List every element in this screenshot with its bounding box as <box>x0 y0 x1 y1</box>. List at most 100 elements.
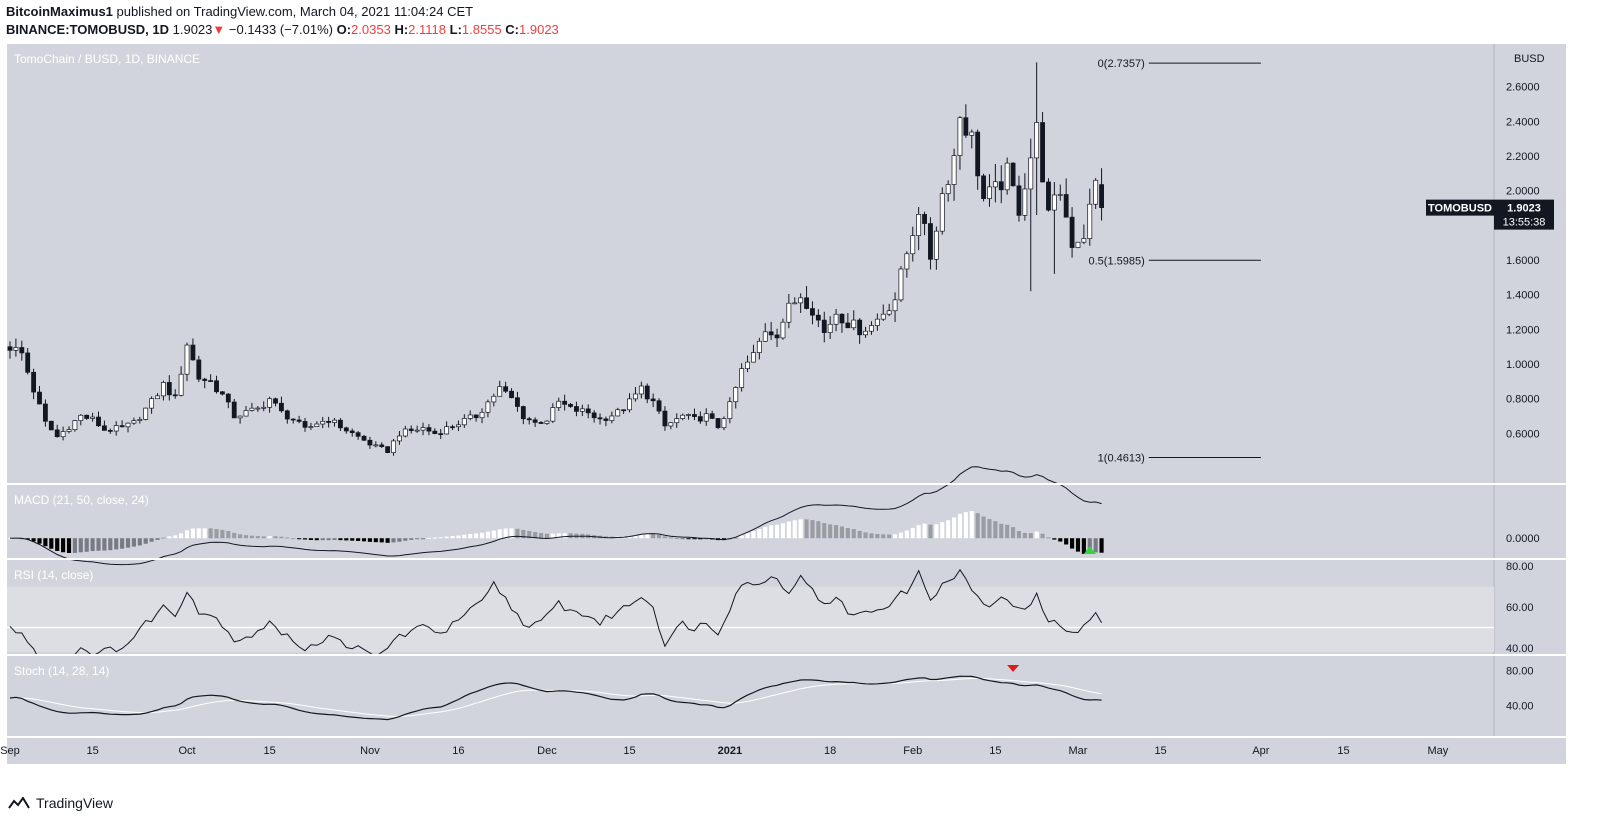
header: BitcoinMaximus1 published on TradingView… <box>0 0 1604 44</box>
macd-histogram-bar <box>822 523 827 539</box>
macd-histogram-bar <box>426 537 431 539</box>
candle-body <box>397 435 402 442</box>
candle-body <box>166 382 172 396</box>
candle-body <box>373 444 379 447</box>
macd-histogram-bar <box>249 535 254 539</box>
candle-body <box>526 418 532 421</box>
candle-body <box>520 406 526 420</box>
candle-body <box>721 418 727 429</box>
macd-histogram-bar <box>491 530 496 539</box>
candle-body <box>845 322 851 329</box>
time-tick-label: 16 <box>452 745 464 757</box>
macd-histogram-bar <box>485 531 490 539</box>
candle-body <box>402 428 408 437</box>
candle-body <box>48 420 54 431</box>
candle-body <box>633 393 638 400</box>
macd-histogram-bar <box>332 538 337 540</box>
candle-body <box>13 347 19 351</box>
candle-body <box>928 223 933 260</box>
candle-body <box>408 428 414 431</box>
macd-histogram-bar <box>279 536 284 539</box>
candle-body <box>160 382 166 397</box>
candle-body <box>957 117 963 156</box>
macd-histogram-bar <box>267 536 272 539</box>
macd-histogram-bar <box>297 538 302 540</box>
candle-body <box>880 313 886 320</box>
candle-body <box>178 373 184 396</box>
candle-body <box>1010 162 1016 187</box>
candle-body <box>638 385 644 395</box>
macd-histogram-bar <box>963 512 968 539</box>
macd-histogram-bar <box>43 538 48 547</box>
candle-body <box>385 446 391 453</box>
macd-histogram-bar <box>774 524 780 539</box>
brand-name[interactable]: TradingView <box>36 795 114 811</box>
candle-body <box>792 302 798 305</box>
macd-histogram-bar <box>904 530 909 539</box>
candle-body <box>1099 184 1104 208</box>
candle-body <box>219 391 225 395</box>
candle-body <box>137 419 143 421</box>
candle-body <box>338 419 343 429</box>
low-value: 1.8555 <box>461 22 502 37</box>
time-tick-label: Sep <box>0 745 20 757</box>
candle-body <box>461 418 467 426</box>
macd-histogram-bar <box>261 536 266 539</box>
rsi-title: RSI (14, close) <box>14 568 93 582</box>
symbol-tag-bg <box>1426 199 1494 216</box>
candle-body <box>851 319 857 329</box>
author-name[interactable]: BitcoinMaximus1 <box>6 4 113 19</box>
candle-body <box>78 414 84 421</box>
macd-histogram-bar <box>515 528 520 539</box>
candle-body <box>515 397 520 407</box>
high-value: 2.1118 <box>408 22 446 37</box>
macd-histogram-bar <box>1011 527 1016 539</box>
macd-histogram-bar <box>892 534 898 539</box>
symbol-line: BINANCE:TOMOBUSD, 1D <box>6 22 169 37</box>
macd-histogram-bar <box>1099 538 1104 553</box>
macd-histogram-bar <box>208 528 213 539</box>
last-price: 1.9023 <box>172 22 213 37</box>
macd-histogram-bar <box>19 538 24 540</box>
macd-histogram-bar <box>1081 538 1086 554</box>
macd-histogram-bar <box>686 538 691 540</box>
stoch-tick-label: 40.00 <box>1506 701 1534 713</box>
candle-body <box>267 398 273 408</box>
time-tick-label: 15 <box>623 745 635 757</box>
time-tick-label: 15 <box>86 745 98 757</box>
macd-histogram-bar <box>456 535 461 539</box>
macd-histogram-bar <box>533 532 538 539</box>
candle-body <box>686 414 691 416</box>
macd-histogram-bar <box>367 538 372 542</box>
candle-body <box>131 420 137 424</box>
chart-title: TomoChain / BUSD, 1D, BINANCE <box>14 52 200 66</box>
candle-body <box>756 340 762 353</box>
macd-histogram-bar <box>84 538 89 552</box>
publish-line: BitcoinMaximus1 published on TradingView… <box>6 4 473 19</box>
macd-histogram-bar <box>37 538 42 544</box>
macd-histogram-bar <box>403 538 408 541</box>
macd-histogram-bar <box>55 538 60 551</box>
macd-histogram-bar <box>474 533 479 539</box>
candle-body <box>951 155 957 185</box>
candle-body <box>66 429 72 432</box>
candle-body <box>833 313 839 325</box>
macd-histogram-bar <box>108 538 113 551</box>
candle-body <box>456 424 461 428</box>
candle-body <box>774 334 780 339</box>
candle-body <box>119 425 125 428</box>
macd-histogram-bar <box>662 536 668 539</box>
macd-histogram-bar <box>556 533 561 539</box>
candle-body <box>538 422 544 424</box>
candle-body <box>904 253 910 270</box>
macd-histogram-bar <box>898 532 904 539</box>
candle-body <box>827 323 833 333</box>
macd-histogram-bar <box>946 520 951 539</box>
macd-tick-label: 0.0000 <box>1506 533 1540 545</box>
candle-body <box>650 398 656 402</box>
candle-body <box>892 299 898 312</box>
candle-body <box>96 416 101 427</box>
price-tick-label: 0.6000 <box>1506 428 1540 440</box>
candle-body <box>733 387 739 403</box>
